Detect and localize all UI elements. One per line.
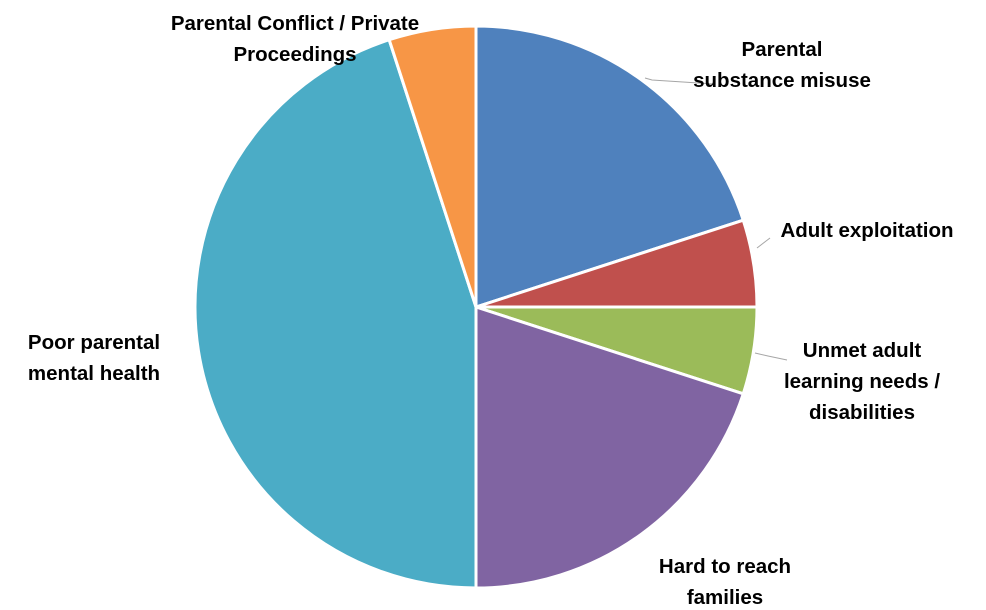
- slice-label-line: Unmet adult: [803, 339, 922, 362]
- slice-label-line: families: [687, 586, 763, 609]
- slice-label-line: Hard to reach: [659, 555, 791, 578]
- pie-slice-poor-parental-mental-health: [193, 38, 478, 590]
- slice-label-line: Poor parental: [28, 331, 160, 354]
- leader-line-parental-substance-misuse: [644, 77, 715, 85]
- slice-label-line: Adult exploitation: [780, 219, 953, 242]
- slice-label-parental-conflict-private-proceedings: Parental Conflict / Private Proceedings: [171, 12, 419, 66]
- slice-label-line: learning needs /: [784, 370, 940, 393]
- slice-label-hard-to-reach-families: Hard to reach families: [659, 555, 791, 609]
- slice-label-line: mental health: [28, 362, 160, 385]
- leader-lines: [644, 77, 788, 361]
- pie-slice-parental-conflict-private-proceedings: [387, 24, 478, 309]
- pie-slices: [193, 24, 759, 590]
- slice-label-unmet-adult-learning-needs-disabilities: Unmet adult learning needs / disabilities: [784, 339, 940, 424]
- slice-label-poor-parental-mental-health: Poor parental mental health: [28, 331, 160, 385]
- pie-slice-hard-to-reach-families: [474, 305, 745, 590]
- slice-label-line: Proceedings: [233, 43, 356, 66]
- pie-slice-parental-substance-misuse: [474, 24, 745, 309]
- slice-label-line: Parental: [742, 38, 823, 61]
- leader-line-adult-exploitation: [756, 237, 771, 249]
- slice-label-adult-exploitation: Adult exploitation: [780, 219, 953, 242]
- slice-labels: Parental substance misuse Adult exploitati…: [28, 12, 954, 609]
- slice-label-parental-substance-misuse: Parental substance misuse: [693, 38, 871, 92]
- slice-label-line: disabilities: [809, 401, 915, 424]
- slice-label-line: substance misuse: [693, 69, 871, 92]
- leader-line-unmet-adult-learning-needs-disabilities: [754, 352, 788, 361]
- slice-label-line: Parental Conflict / Private: [171, 12, 419, 35]
